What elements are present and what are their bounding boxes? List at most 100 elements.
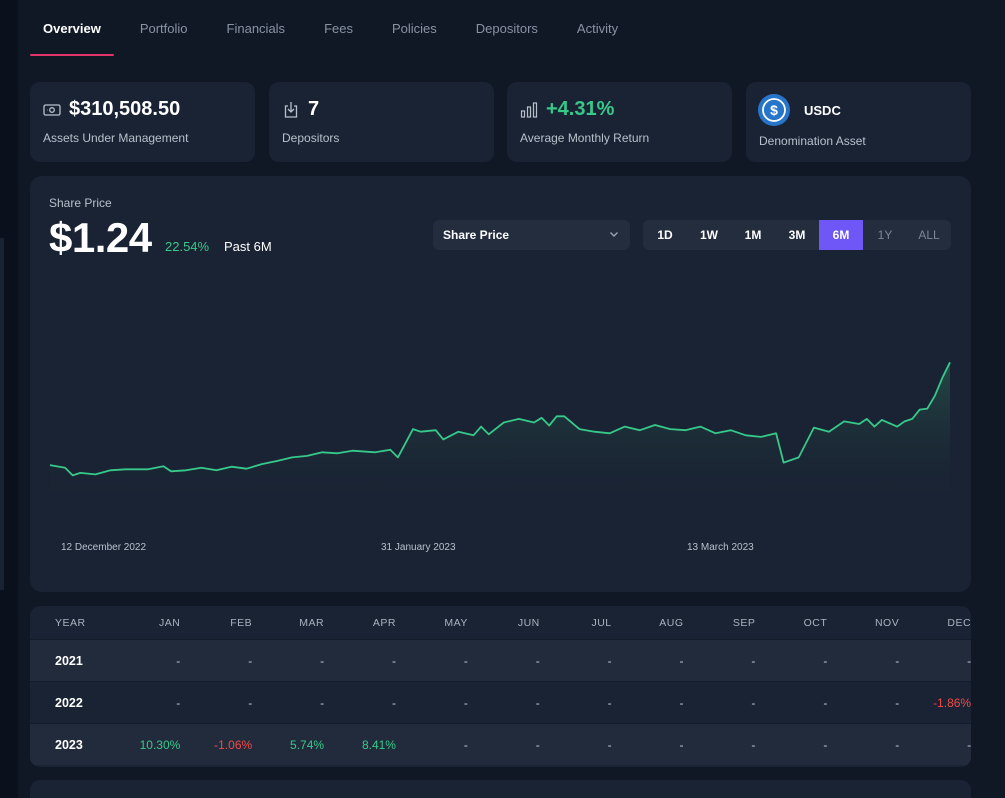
sidebar-edge [0, 0, 18, 798]
table-cell: - [751, 737, 756, 752]
table-header-cell: MAR [299, 616, 325, 629]
table-cell: 8.41% [361, 737, 396, 752]
table-header-cell: NOV [874, 616, 900, 629]
next-section-card [30, 780, 971, 798]
table-header-cell: YEAR [55, 616, 86, 629]
table-header: YEAR JAN FEB MAR APR MAY JUN JUL AUG SEP OCT NOV DEC [30, 606, 971, 639]
tab-bar: Overview Portfolio Financials Fees Polic… [30, 0, 644, 56]
chart-line [49, 361, 951, 477]
table-year-cell: 2022 [55, 695, 83, 710]
share-price-change: 22.54% [165, 239, 210, 254]
table-row: 2022 - - - - - - - - - - - -1.86% [30, 681, 971, 723]
table-cell: - [823, 737, 828, 752]
depositors-card: 7 Depositors [269, 82, 494, 162]
table-cell: - [176, 695, 181, 710]
table-cell: - [391, 653, 396, 668]
table-cell: - [607, 653, 612, 668]
metric-select-value: Share Price [443, 228, 510, 242]
table-row: 2023 10.30% -1.06% 5.74% 8.41% - - - - - - - - [30, 723, 971, 765]
svg-text:$: $ [770, 102, 778, 118]
time-range-selector: 1D 1W 1M 3M 6M 1Y ALL [643, 220, 951, 250]
metric-select[interactable]: Share Price [433, 220, 630, 250]
table-cell: - [607, 737, 612, 752]
table-cell: - [607, 695, 612, 710]
table-cell: -1.06% [214, 737, 253, 752]
table-cell: - [679, 653, 684, 668]
table-header-cell: AUG [659, 616, 684, 629]
table-header-cell: SEP [732, 616, 756, 629]
table-header-cell: OCT [803, 616, 828, 629]
range-6m-button[interactable]: 6M [819, 220, 863, 250]
table-cell: - [751, 653, 756, 668]
table-cell: 5.74% [290, 737, 325, 752]
table-header-cell: JAN [158, 616, 181, 629]
share-price-label: Share Price [49, 196, 112, 210]
aum-label: Assets Under Management [43, 131, 189, 145]
table-cell: - [895, 653, 900, 668]
table-cell: - [967, 737, 971, 752]
table-header-cell: FEB [230, 616, 253, 629]
range-3m-button[interactable]: 3M [788, 228, 806, 242]
monthly-return-label: Average Monthly Return [520, 131, 650, 145]
table-cell: - [176, 653, 181, 668]
table-cell: - [463, 737, 468, 752]
table-header-cell: JUN [517, 616, 540, 629]
table-cell: - [535, 737, 540, 752]
tab-policies[interactable]: Policies [391, 20, 437, 36]
tab-overview[interactable]: Overview [30, 0, 114, 56]
table-cell: - [895, 695, 900, 710]
table-cell: - [895, 737, 900, 752]
aum-value: $310,508.50 [69, 98, 181, 120]
share-price-value: $1.24 [49, 214, 152, 261]
table-cell: - [679, 737, 684, 752]
range-all-button[interactable]: ALL [918, 228, 940, 242]
x-axis-tick: 13 March 2023 [687, 542, 754, 553]
table-cell: - [248, 695, 253, 710]
table-cell: - [320, 695, 325, 710]
sidebar-scrollbar[interactable] [0, 238, 4, 590]
table-cell: - [967, 653, 971, 668]
range-1y-button[interactable]: 1Y [877, 228, 893, 242]
table-cell: - [248, 653, 253, 668]
tab-fees[interactable]: Fees [324, 20, 353, 36]
monthly-return-value: +4.31% [546, 98, 615, 120]
usdc-logo: $ [758, 94, 790, 126]
denomination-label: Denomination Asset [759, 134, 866, 148]
table-header-cell: DEC [947, 616, 971, 629]
table-cell: - [679, 695, 684, 710]
deposit-icon [282, 101, 300, 119]
bar-chart-icon [520, 101, 538, 119]
denomination-value: USDC [804, 103, 841, 118]
tab-activity[interactable]: Activity [576, 20, 619, 36]
table-cell: - [823, 653, 828, 668]
x-axis-tick: 12 December 2022 [61, 542, 147, 553]
table-cell: - [463, 653, 468, 668]
tab-depositors[interactable]: Depositors [475, 20, 538, 36]
table-cell: 10.30% [139, 737, 181, 752]
depositors-value: 7 [308, 98, 320, 120]
table-cell: -1.86% [933, 695, 971, 710]
tab-financials[interactable]: Financials [226, 20, 286, 36]
table-header-cell: JUL [591, 616, 612, 629]
table-cell: - [320, 653, 325, 668]
monthly-returns-table: YEAR JAN FEB MAR APR MAY JUN JUL AUG SEP OCT NOV DEC… [30, 606, 971, 767]
tab-portfolio[interactable]: Portfolio [139, 20, 188, 36]
range-1w-button[interactable]: 1W [700, 228, 718, 242]
range-1d-button[interactable]: 1D [657, 228, 673, 242]
chart-area [50, 362, 950, 506]
chevron-down-icon [608, 228, 620, 243]
monthly-return-card: +4.31% Average Monthly Return [507, 82, 732, 162]
table-row: 2021 - - - - - - - - - - - - [30, 639, 971, 681]
depositors-label: Depositors [282, 131, 340, 145]
x-axis-tick: 31 January 2023 [381, 542, 456, 553]
table-header-cell: APR [372, 616, 396, 629]
share-price-period: Past 6M [224, 239, 272, 254]
aum-card: $310,508.50 Assets Under Management [30, 82, 255, 162]
table-header-cell: MAY [444, 616, 468, 629]
range-1m-button[interactable]: 1M [744, 228, 762, 242]
table-cell: - [535, 653, 540, 668]
table-cell: - [823, 695, 828, 710]
table-year-cell: 2023 [55, 737, 83, 752]
denomination-card: $ USDC Denomination Asset [746, 82, 971, 162]
share-price-chart[interactable] [30, 176, 971, 592]
